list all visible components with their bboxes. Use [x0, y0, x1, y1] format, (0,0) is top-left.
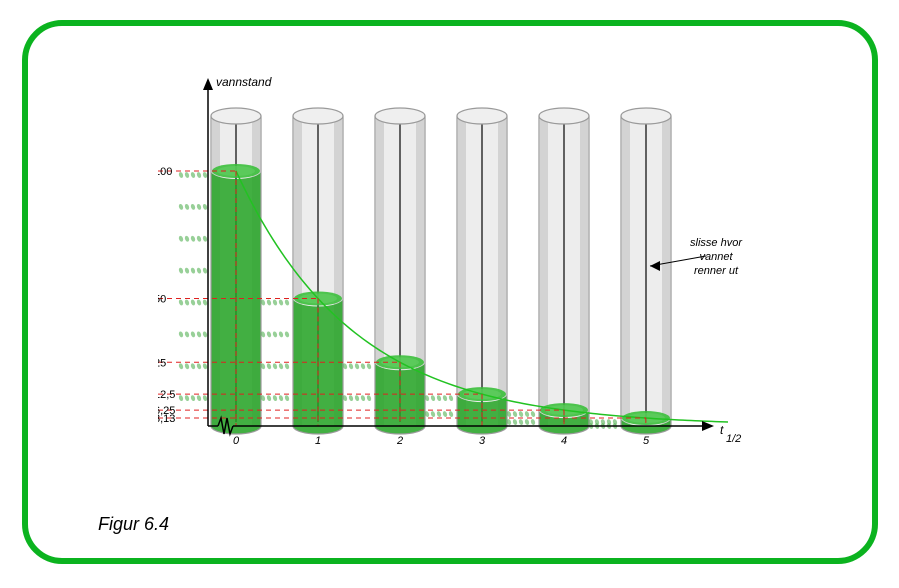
x-axis-label: t [720, 423, 724, 437]
cylinder [260, 108, 343, 434]
x-tick-label: 5 [643, 435, 650, 447]
annotation-line3: renner ut [694, 265, 739, 277]
droplets [424, 395, 454, 418]
y-tick-label: 25 [158, 357, 166, 369]
chart-area: vannstandt1/2012345100502512,56,253,13sl… [158, 56, 798, 466]
y-tick-label: 50 [158, 294, 166, 306]
cylinders-group [178, 108, 671, 434]
x-tick-label: 2 [396, 435, 403, 447]
x-tick-label: 4 [561, 435, 567, 447]
x-tick-label: 0 [233, 435, 240, 447]
x-axis-sub: 1/2 [726, 433, 741, 445]
x-tick-label: 1 [315, 435, 321, 447]
x-tick-label: 3 [479, 435, 486, 447]
cylinder [178, 108, 261, 434]
droplets [588, 419, 618, 430]
droplets [260, 299, 290, 402]
cylinder [506, 108, 589, 434]
y-tick-label: 3,13 [158, 413, 175, 425]
droplets [178, 171, 208, 401]
y-tick-label: 12,5 [158, 389, 175, 401]
annotation-line2: vannet [699, 251, 733, 263]
annotation-line1: slisse hvor [690, 237, 743, 249]
cylinder [588, 108, 671, 434]
cylinder [342, 108, 425, 434]
y-axis-label: vannstand [216, 75, 272, 89]
cylinder [424, 108, 507, 434]
droplets [342, 363, 372, 402]
y-tick-label: 100 [158, 166, 172, 178]
figure-caption: Figur 6.4 [98, 514, 169, 535]
figure-frame: vannstandt1/2012345100502512,56,253,13sl… [22, 20, 878, 564]
